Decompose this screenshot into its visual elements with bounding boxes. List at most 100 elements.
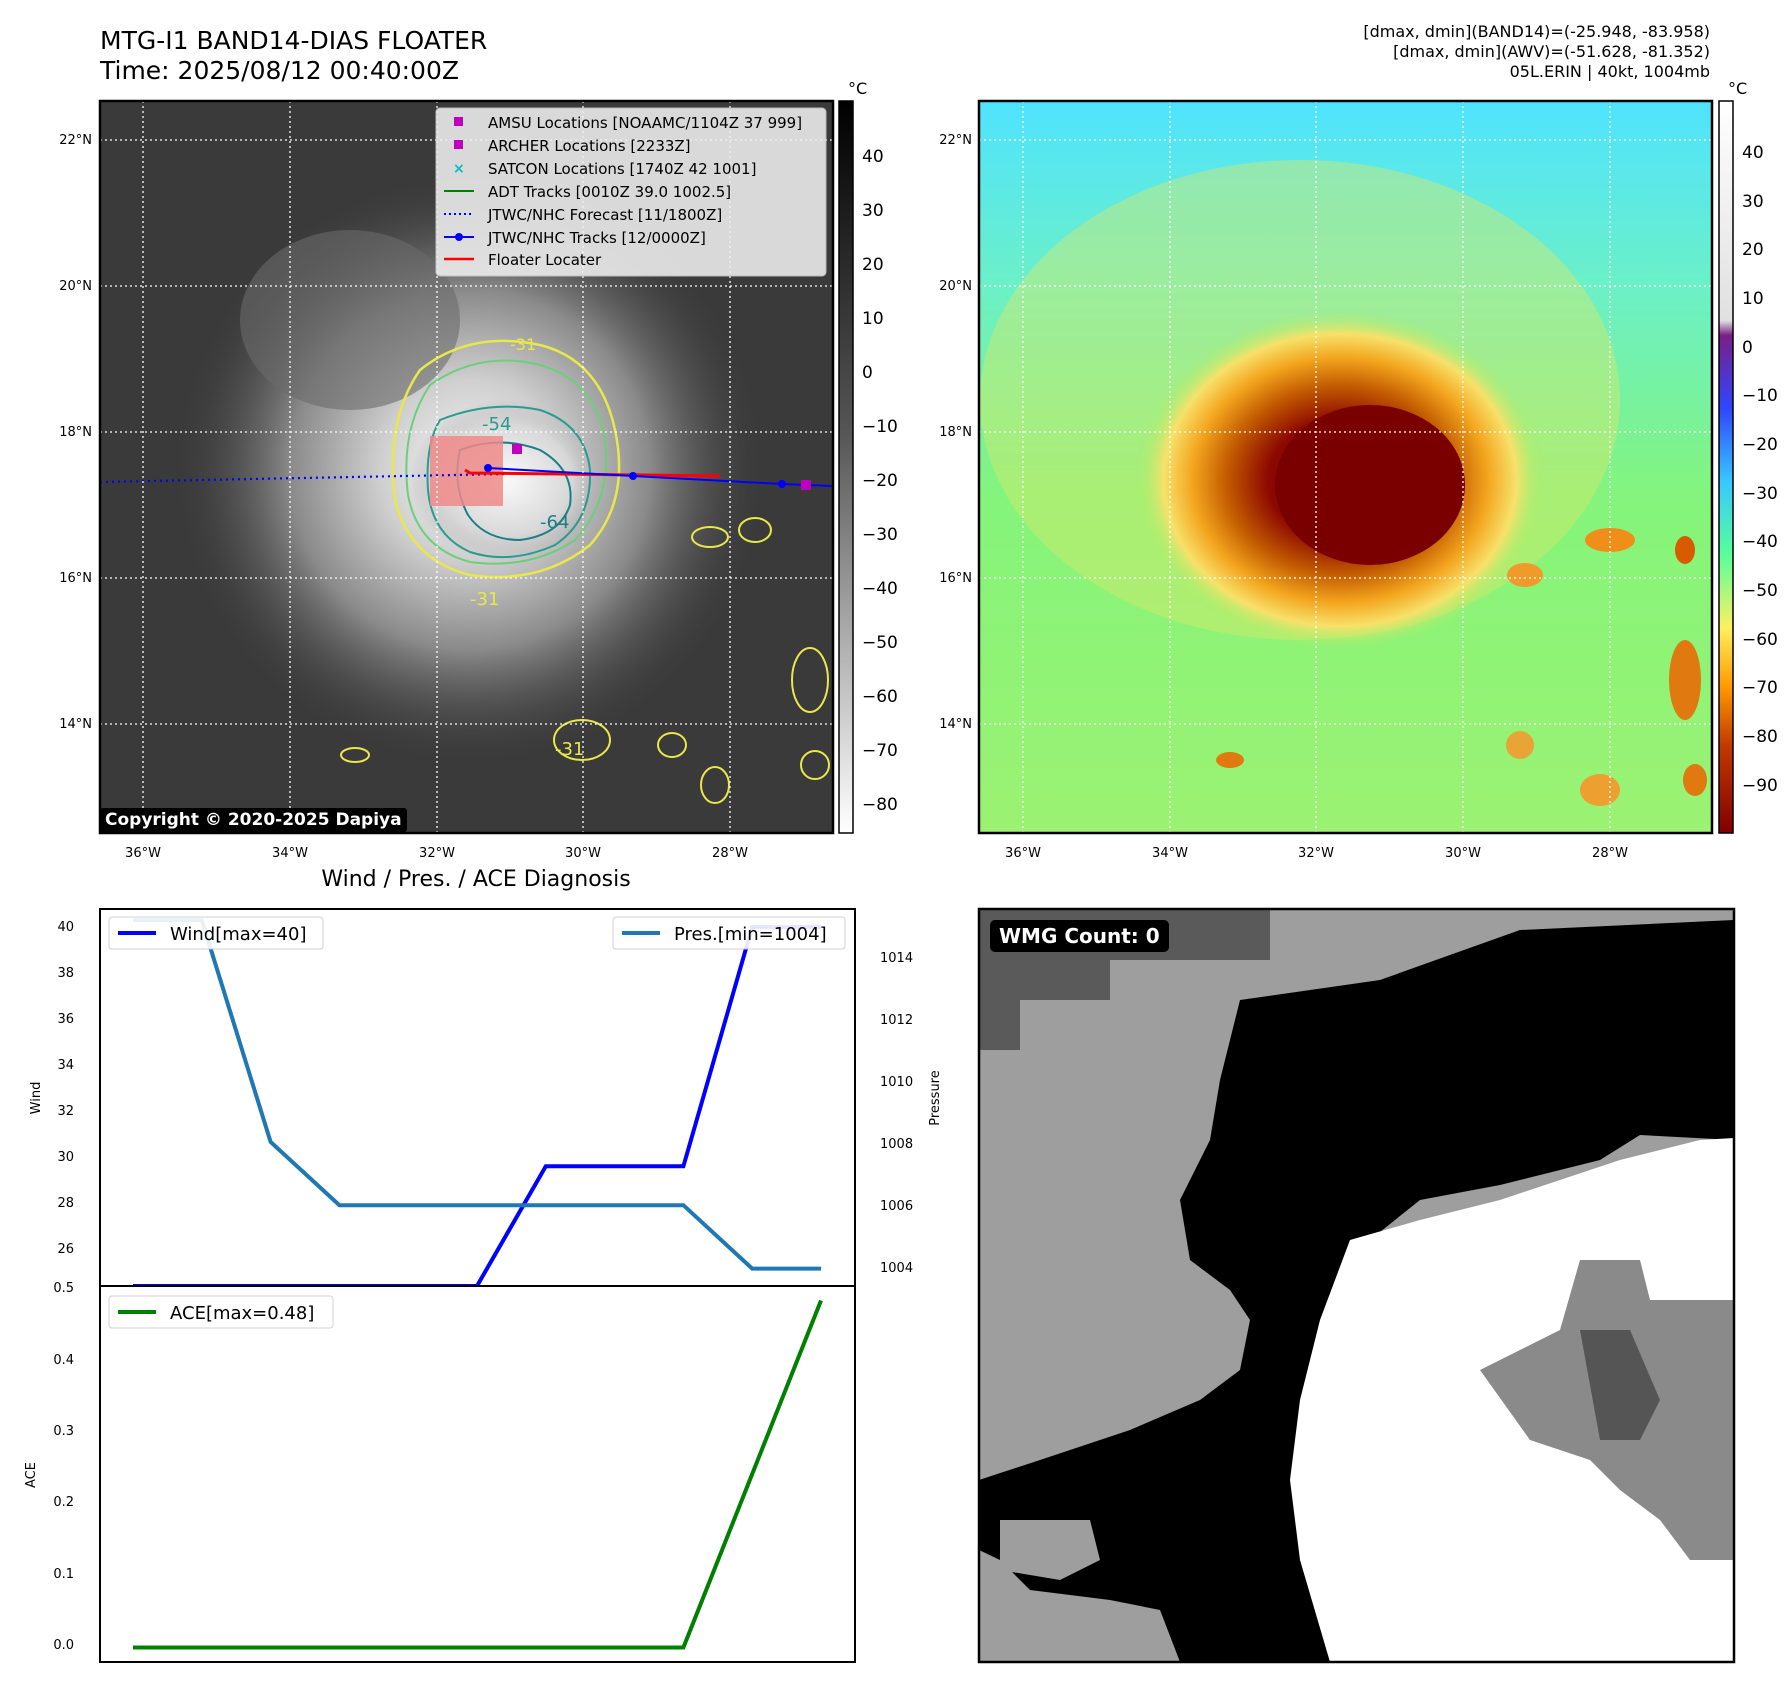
ace-tick: 0.3	[53, 1424, 74, 1439]
awv-map-panel	[979, 101, 1712, 833]
pressure-tick: 1014	[880, 951, 913, 966]
cloud-cell	[1669, 640, 1701, 720]
color-tick: 0	[1742, 338, 1753, 358]
lat-label: 22°N	[59, 133, 92, 148]
legend-item-tracks: JTWC/NHC Tracks [12/0000Z]	[487, 229, 706, 247]
color-tick: −30	[1742, 484, 1778, 504]
color-tick: −50	[1742, 581, 1778, 601]
contour-label: -64	[540, 512, 569, 533]
legend-item-satcon: SATCON Locations [1740Z 42 1001]	[488, 160, 756, 178]
color-colorbar-unit: °C	[1728, 79, 1747, 98]
lon-label: 30°W	[565, 846, 601, 861]
pressure-legend-box	[612, 916, 846, 950]
color-tick: −40	[1742, 532, 1778, 552]
lat-label: 20°N	[59, 279, 92, 294]
contour-54	[426, 405, 592, 559]
wind-tick: 38	[57, 966, 74, 981]
gray-tick: −30	[862, 525, 898, 545]
wmg-count-badge: WMG Count: 0	[990, 920, 1169, 952]
satcon-legend-marker: ×	[453, 161, 465, 177]
lon-label: 36°W	[125, 846, 161, 861]
pressure-tick: 1004	[880, 1261, 913, 1276]
gray-tick: 10	[862, 309, 884, 329]
wmg-panel	[979, 909, 1734, 1662]
floater-locater-line	[464, 468, 721, 478]
cloud-cell	[1580, 774, 1620, 806]
cloud-cell	[1585, 528, 1635, 552]
wmg-region-black	[979, 920, 1734, 1662]
cloud-band	[240, 230, 460, 410]
lat-label: 18°N	[939, 425, 972, 440]
color-tick: 30	[1742, 192, 1764, 212]
ace-legend-label: ACE[max=0.48]	[170, 1303, 314, 1324]
color-colorbar-ticks: 40 30 20 10 0 −10 −20 −30 −40 −50 −60 −7…	[1742, 143, 1778, 796]
archer-marker	[512, 444, 522, 454]
contour-blob	[791, 647, 829, 713]
gray-tick: 20	[862, 255, 884, 275]
wind-tick: 26	[57, 1242, 74, 1257]
cloud-cell	[1507, 563, 1543, 587]
lat-label: 14°N	[59, 717, 92, 732]
gray-colorbar-ticks: 40 30 20 10 0 −10 −20 −30 −40 −50 −60 −7…	[862, 147, 898, 815]
contour-blob	[700, 766, 730, 804]
contour-label: -31	[470, 589, 499, 610]
cloud-cell	[1506, 731, 1534, 759]
track-point	[778, 480, 786, 488]
info-line-2: [dmax, dmin](AWV)=(-51.628, -81.352)	[1393, 42, 1710, 61]
color-tick: −60	[1742, 630, 1778, 650]
color-tick: −20	[1742, 435, 1778, 455]
right-map-axis-labels: 36°W 34°W 32°W 30°W 28°W 22°N 20°N 18°N …	[939, 133, 1628, 861]
map-legend: AMSU Locations [NOAAMC/1104Z 37 999] ARC…	[435, 107, 827, 277]
ace-plot: 0.5 0.4 0.3 0.2 0.1 0.0 ACE ACE[max=0.48…	[24, 1281, 856, 1663]
contour-blob	[800, 750, 830, 780]
gray-tick: 0	[862, 363, 873, 383]
wmg-region-patch	[1000, 1520, 1100, 1580]
pressure-legend-label: Pres.[min=1004]	[674, 924, 827, 945]
lon-label: 30°W	[1445, 846, 1481, 861]
pressure-tick: 1008	[880, 1137, 913, 1152]
ace-legend-box	[108, 1295, 334, 1329]
title-line-2: Time: 2025/08/12 00:40:00Z	[100, 56, 459, 85]
lon-label: 32°W	[1298, 846, 1334, 861]
gray-tick: −70	[862, 741, 898, 761]
gray-tick: −80	[862, 795, 898, 815]
color-tick: −80	[1742, 727, 1778, 747]
contour-label: -31	[510, 335, 536, 354]
wind-tick: 40	[57, 920, 74, 935]
color-tick: 40	[1742, 143, 1764, 163]
awv-map-frame	[977, 99, 1714, 835]
ace-tick: 0.0	[53, 1638, 74, 1653]
color-tick: 20	[1742, 240, 1764, 260]
lat-label: 14°N	[939, 717, 972, 732]
diagnosis-title: Wind / Pres. / ACE Diagnosis	[321, 867, 630, 892]
wind-tick: 36	[57, 1012, 74, 1027]
lon-label: 32°W	[419, 846, 455, 861]
lon-label: 28°W	[1592, 846, 1628, 861]
pressure-tick: 1010	[880, 1075, 913, 1090]
pressure-tick: 1006	[880, 1199, 913, 1214]
wind-legend-label: Wind[max=40]	[170, 924, 307, 945]
legend-item-floater: Floater Locater	[488, 251, 602, 269]
cloud-cell	[1683, 764, 1707, 796]
legend-item-adt: ADT Tracks [0010Z 39.0 1002.5]	[488, 183, 731, 201]
ace-frame	[99, 1285, 856, 1663]
legend-item-forecast: JTWC/NHC Forecast [11/1800Z]	[487, 206, 722, 224]
ace-tick: 0.2	[53, 1495, 74, 1510]
contour-31	[391, 339, 621, 579]
info-line-3: 05L.ERIN | 40kt, 1004mb	[1509, 62, 1710, 81]
wind-pressure-frame	[99, 908, 856, 1287]
lon-label: 34°W	[272, 846, 308, 861]
storm-info: [dmax, dmin](BAND14)=(-25.948, -83.958) …	[1363, 22, 1710, 82]
wind-tick: 34	[57, 1058, 74, 1073]
ace-axis-ticks: 0.5 0.4 0.3 0.2 0.1 0.0	[53, 1281, 74, 1653]
archer-legend-marker	[454, 140, 463, 149]
ace-tick: 0.1	[53, 1567, 74, 1582]
lat-label: 16°N	[939, 571, 972, 586]
storm-eye-cold	[1275, 405, 1465, 565]
pressure-tick: 1012	[880, 1013, 913, 1028]
contour-blob	[738, 517, 772, 543]
ace-tick: 0.5	[53, 1281, 74, 1296]
color-colorbar-ramp	[1718, 100, 1734, 834]
gray-colorbar-ramp	[838, 100, 854, 834]
